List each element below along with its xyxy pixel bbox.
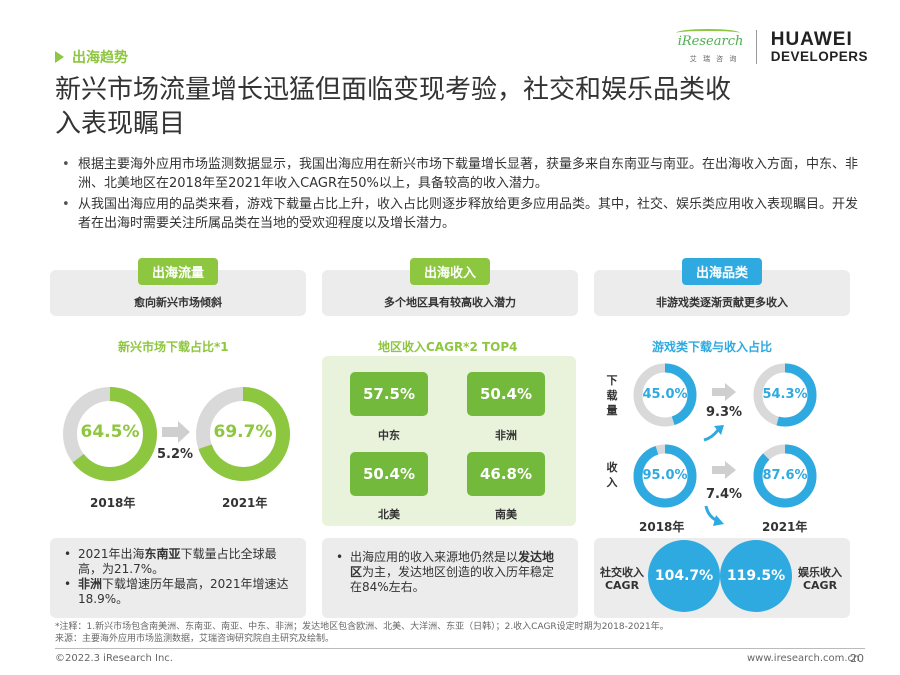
- donut-fill: [753, 363, 817, 427]
- donut-fill: [196, 387, 290, 481]
- rev-2018-value: 95.0%: [642, 468, 688, 483]
- rev-2021-value: 87.6%: [762, 468, 808, 483]
- traffic-2018-value: 64.5%: [80, 422, 140, 442]
- triangle-icon: [55, 51, 64, 63]
- traffic-header: 出海流量 愈向新兴市场倾斜: [50, 258, 306, 316]
- rev-delta: 7.4%: [706, 487, 743, 502]
- arrow-right-icon: [162, 421, 190, 443]
- dl-delta: 9.3%: [706, 405, 743, 420]
- dl-donut-2018: [633, 363, 697, 427]
- donut-2021: [196, 387, 290, 481]
- traffic-pill: 出海流量: [137, 258, 219, 285]
- traffic-note-1: 2021年出海东南亚下载量占比全球最高，为21.7%。: [60, 547, 296, 577]
- cat-year-2018: 2018年: [639, 520, 685, 534]
- revenue-note: 出海应用的收入来源地仍然是以发达地区为主，发达地区创造的收入历年稳定在84%左右…: [322, 538, 578, 618]
- revenue-header: 出海收入 多个地区具有较高收入潜力: [322, 258, 578, 316]
- cagr-name-north-america: 北美: [378, 508, 400, 521]
- cagr-tile-africa: 50.4%: [467, 372, 545, 416]
- huawei-line1: HUAWEI: [770, 28, 853, 50]
- footer-url: www.iresearch.com.cn: [747, 653, 860, 664]
- donut-2018: [63, 387, 157, 481]
- page-title: 新兴市场流量增长迅猛但面临变现考验，社交和娱乐品类收入表现瞩目: [55, 75, 732, 139]
- rev-donut-2021: [753, 444, 817, 508]
- traffic-note: 2021年出海东南亚下载量占比全球最高，为21.7%。 非洲下载增速历年最高，2…: [50, 538, 306, 618]
- footnote-line-1: *注释：1.新兴市场包含南美洲、东南亚、南亚、中东、非洲；发达地区包含欧洲、北美…: [55, 622, 669, 632]
- section-tag: 出海趋势: [55, 47, 128, 67]
- iresearch-logo: iResearch 艾 瑞 咨 询: [675, 26, 746, 68]
- bullet-2: 从我国出海应用的品类来看，游戏下载量占比上升，收入占比则逐步释放给更多应用品类。…: [58, 195, 858, 233]
- cagr-name-middle-east: 中东: [378, 429, 400, 442]
- section-label: 出海趋势: [72, 50, 128, 66]
- revenue-chart-title: 地区收入CAGR*2 TOP4: [378, 340, 518, 354]
- social-cagr: 104.7%: [648, 540, 720, 612]
- cagr-tile-middle-east: 57.5%: [350, 372, 428, 416]
- cagr-tile-south-america: 46.8%: [467, 452, 545, 496]
- category-header: 出海品类 非游戏类逐渐贡献更多收入: [594, 258, 850, 316]
- iresearch-sub: 艾 瑞 咨 询: [689, 55, 739, 63]
- iresearch-name: iResearch: [677, 34, 744, 49]
- arrow-right-icon: [712, 461, 736, 479]
- logos: iResearch 艾 瑞 咨 询 HUAWEI DEVELOPERS: [675, 26, 868, 68]
- logo-divider: [755, 30, 757, 64]
- donut-fill: [753, 444, 817, 508]
- arrow-right-icon: [712, 383, 736, 401]
- traffic-chart-title: 新兴市场下载占比*1: [118, 340, 229, 354]
- revenue-pill: 出海收入: [409, 258, 491, 285]
- huawei-line2: DEVELOPERS: [770, 48, 868, 64]
- donut-fill: [633, 363, 697, 427]
- page-number: 20: [850, 652, 864, 665]
- traffic-2021-value: 69.7%: [213, 422, 273, 442]
- category-sub: 非游戏类逐渐贡献更多收入: [656, 296, 788, 309]
- cagr-tile-north-america: 50.4%: [350, 452, 428, 496]
- cat-year-2021: 2021年: [762, 520, 808, 534]
- traffic-sub: 愈向新兴市场倾斜: [134, 296, 222, 309]
- ent-label: 娱乐收入CAGR: [798, 566, 842, 592]
- ent-cagr: 119.5%: [720, 540, 792, 612]
- rev-donut-2018: [633, 444, 697, 508]
- arrow-down-icon: [704, 505, 724, 526]
- cagr-name-south-america: 南美: [495, 508, 517, 521]
- revenue-note-1: 出海应用的收入来源地仍然是以发达地区为主，发达地区创造的收入历年稳定在84%左右…: [332, 550, 566, 595]
- arrow-up-icon: [703, 425, 724, 442]
- traffic-year-2021: 2021年: [222, 496, 268, 510]
- cagr-box: 57.5% 中东 50.4% 非洲 50.4% 北美 46.8% 南美: [322, 356, 576, 526]
- dl-2021-value: 54.3%: [762, 387, 808, 402]
- revenue-row-label: 收入: [606, 461, 618, 489]
- footer-divider: [55, 648, 865, 649]
- category-pill: 出海品类: [681, 258, 763, 285]
- donut-fill: [633, 444, 697, 508]
- dl-donut-2021: [753, 363, 817, 427]
- footer-copyright: ©2022.3 iResearch Inc.: [55, 653, 173, 664]
- revenue-sub: 多个地区具有较高收入潜力: [384, 296, 516, 309]
- cagr-name-africa: 非洲: [495, 429, 517, 442]
- footnote-line-2: 来源：主要海外应用市场监测数据，艾瑞咨询研究院自主研究及绘制。: [55, 634, 335, 644]
- category-note: 社交收入CAGR 104.7% 119.5% 娱乐收入CAGR: [594, 538, 850, 618]
- dl-2018-value: 45.0%: [642, 387, 688, 402]
- download-row-label: 下载量: [606, 374, 618, 417]
- huawei-logo: HUAWEI DEVELOPERS: [770, 28, 868, 64]
- donut-fill: [63, 387, 157, 481]
- intro-bullets: 根据主要海外应用市场监测数据显示，我国出海应用在新兴市场下载量增长显著，获量多来…: [58, 155, 858, 235]
- traffic-year-2018: 2018年: [90, 496, 136, 510]
- traffic-delta: 5.2%: [157, 447, 194, 462]
- social-label: 社交收入CAGR: [600, 566, 644, 592]
- traffic-note-2: 非洲下载增速历年最高，2021年增速达18.9%。: [60, 577, 296, 607]
- footnote: *注释：1.新兴市场包含南美洲、东南亚、南亚、中东、非洲；发达地区包含欧洲、北美…: [55, 621, 669, 645]
- swoosh-icon: [675, 29, 740, 37]
- category-chart-title: 游戏类下载与收入占比: [652, 340, 773, 354]
- bullet-1: 根据主要海外应用市场监测数据显示，我国出海应用在新兴市场下载量增长显著，获量多来…: [58, 155, 858, 193]
